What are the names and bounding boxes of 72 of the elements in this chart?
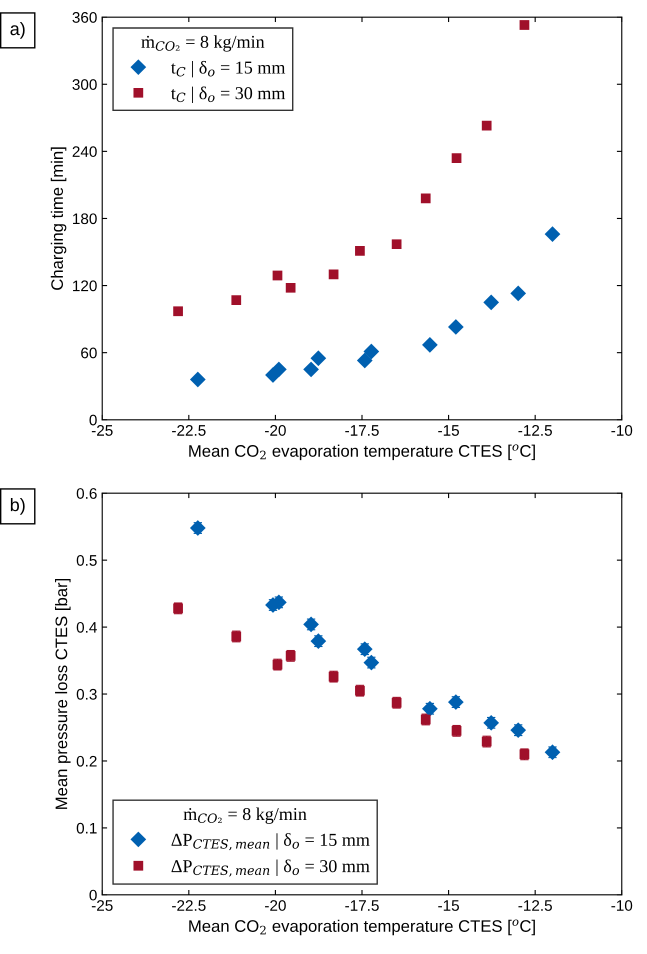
point [422,337,438,352]
legend-title: ṁ$_{CO₂}$ = 8 kg/min [184,807,307,824]
legend-label: ΔP$_{CTES,mean}$ | δ$_{o}$ = 30 mm [172,859,370,877]
point [448,319,464,335]
point [310,634,326,649]
y-tick-label: 0.5 [76,555,97,566]
y-tick-label: 120 [73,280,97,292]
point [510,286,526,301]
y-tick-label: 360 [72,12,97,23]
text: b) [10,498,25,515]
x-tick-label: -25 [92,425,113,436]
point [544,744,560,760]
x-tick-label: -15 [438,425,459,436]
x-tick-label: -12.5 [518,425,552,436]
point [420,193,431,204]
x-tick-label: -10 [611,425,632,436]
point [422,701,438,716]
y-tick-label: 0.6 [76,488,97,499]
x-tick-label: -17.5 [345,900,379,911]
x-tick-label: -22.5 [172,900,206,911]
x-tick-label: -15 [438,900,459,911]
point [286,282,296,293]
y-tick-label: 0.4 [76,622,97,633]
x-tick-label: -10 [611,900,632,911]
x-tick-label: -12.5 [518,900,552,911]
point [448,694,464,710]
point [520,20,530,30]
point [190,520,206,536]
point [271,362,286,378]
y-tick-label: 240 [72,146,97,158]
point [272,270,282,280]
legend-label: t$_{C}$ | δ$_{o}$ = 30 mm [171,86,286,104]
point [482,120,492,131]
y-tick-label: 0.1 [76,822,97,834]
legend-label: ΔP$_{CTES,mean}$ | δ$_{o}$ = 15 mm [172,833,370,850]
y-tick-label: 0.2 [76,756,97,767]
y-axis-title: Mean pressure loss CTES [bar] [55,578,71,809]
y-tick-label: 60 [81,348,97,358]
point [510,722,526,738]
y-axis-title: Charging time [min] [50,147,66,290]
legend-label: t$_{C}$ | δ$_{o}$ = 15 mm [171,60,286,78]
point [231,295,242,305]
point [364,344,379,360]
point [190,372,206,388]
point [484,715,499,730]
y-tick-label: 0 [89,890,97,901]
point [484,294,499,310]
point [357,642,372,657]
point [392,239,402,250]
point [304,362,319,378]
point [544,226,560,242]
point [173,306,183,316]
y-tick-label: 0.3 [76,688,97,700]
x-tick-label: -17.5 [345,425,379,436]
text: a) [10,22,25,39]
legend-title: ṁ$_{CO₂}$ = 8 kg/min [141,35,264,52]
x-axis-title: Mean CO$_{2}$ evaporation temperature CTES [$^{o}$C] [189,444,535,460]
y-tick-label: 0 [89,414,97,426]
x-tick-label: -25 [92,900,113,911]
point [355,246,365,256]
point [310,350,326,366]
point [304,616,319,632]
point [357,352,372,368]
x-tick-label: -20 [265,900,286,911]
point [328,270,338,280]
x-tick-label: -20 [265,425,286,436]
y-tick-label: 180 [73,213,97,224]
y-tick-label: 300 [72,79,97,90]
point [452,153,462,163]
point [364,655,379,670]
x-axis-title: Mean CO$_{2}$ evaporation temperature CTES [$^{o}$C] [189,920,535,936]
x-tick-label: -22.5 [172,425,206,436]
